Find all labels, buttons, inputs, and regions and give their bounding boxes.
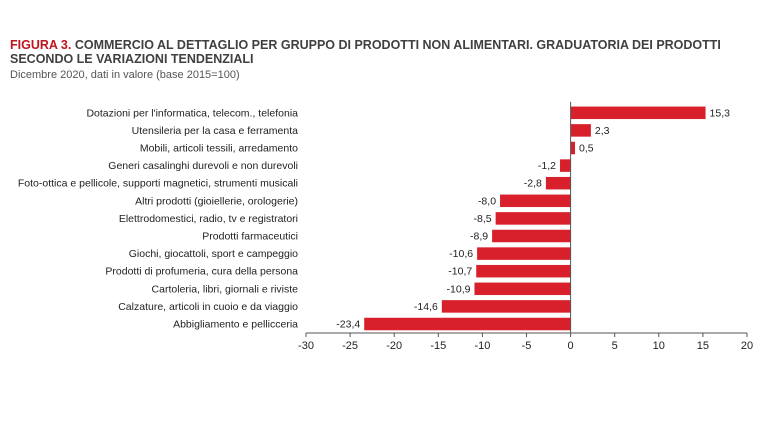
- category-label: Giochi, giocattoli, sport e campeggio: [129, 248, 298, 260]
- bar: [570, 124, 591, 137]
- x-tick-label: -25: [342, 340, 358, 352]
- bar: [545, 176, 571, 190]
- x-tick-label: -15: [430, 340, 446, 352]
- category-label: Utensileria per la casa e ferramenta: [132, 125, 298, 137]
- bar: [560, 159, 571, 172]
- x-tick-label: 5: [612, 340, 618, 352]
- category-label: Prodotti di profumeria, cura della perso…: [105, 266, 298, 278]
- data-label: -10,9: [447, 283, 471, 295]
- bar: [477, 247, 571, 260]
- category-label: Cartoleria, libri, giornali e riviste: [152, 283, 299, 295]
- data-label: -10,6: [449, 248, 473, 260]
- data-label: -10,7: [448, 266, 472, 278]
- bar: [570, 106, 706, 120]
- data-label: -8,9: [470, 231, 488, 243]
- category-label: Generi casalinghi durevoli e non durevol…: [108, 160, 298, 172]
- bar: [364, 317, 571, 331]
- bar: [441, 300, 571, 313]
- data-label: -23,4: [336, 319, 360, 331]
- category-label: Dotazioni per l'informatica, telecom., t…: [86, 107, 298, 119]
- bar: [570, 141, 576, 155]
- bar: [476, 264, 571, 278]
- category-label: Abbigliamento e pellicceria: [173, 319, 298, 331]
- bar: [500, 194, 571, 208]
- figure-title-text: COMMERCIO AL DETTAGLIO PER GRUPPO DI PRO…: [10, 38, 721, 66]
- data-label: 0,5: [579, 143, 594, 155]
- category-label: Altri prodotti (gioiellerie, orologerie): [135, 195, 298, 207]
- chart-subtitle: Dicembre 2020, dati in valore (base 2015…: [10, 69, 240, 81]
- data-label: -14,6: [414, 301, 438, 313]
- x-tick-label: 10: [653, 340, 665, 352]
- category-label: Prodotti farmaceutici: [202, 231, 298, 243]
- data-label: -8,0: [478, 195, 496, 207]
- data-label: -8,5: [474, 213, 492, 225]
- category-label: Elettrodomestici, radio, tv e registrato…: [119, 213, 298, 225]
- category-label: Mobili, articoli tessili, arredamento: [140, 143, 298, 155]
- x-tick-label: -5: [522, 340, 532, 352]
- category-label: Foto-ottica e pellicole, supporti magnet…: [18, 178, 298, 190]
- x-tick-label: -20: [386, 340, 402, 352]
- x-tick-label: 15: [697, 340, 709, 352]
- data-label: 2,3: [595, 125, 610, 137]
- figure-label: FIGURA 3.: [10, 38, 72, 52]
- x-tick-label: -30: [298, 340, 314, 352]
- data-label: 15,3: [710, 107, 731, 119]
- x-tick-label: -10: [474, 340, 490, 352]
- data-label: -1,2: [538, 160, 556, 172]
- data-label: -2,8: [524, 178, 542, 190]
- bar: [492, 229, 571, 243]
- bar: [474, 282, 571, 296]
- bar: [495, 212, 571, 225]
- x-tick-label: 0: [568, 340, 574, 352]
- category-label: Calzature, articoli in cuoio e da viaggi…: [118, 301, 298, 313]
- x-tick-label: 20: [741, 340, 753, 352]
- chart-title: FIGURA 3. COMMERCIO AL DETTAGLIO PER GRU…: [10, 38, 750, 66]
